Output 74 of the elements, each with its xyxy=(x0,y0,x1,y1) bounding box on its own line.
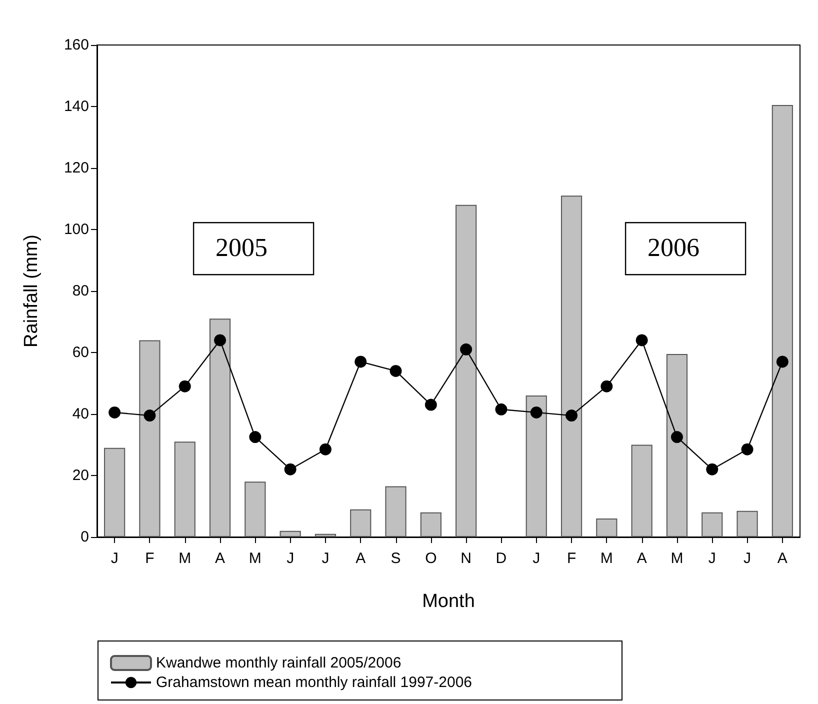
legend-label: Kwandwe monthly rainfall 2005/2006 xyxy=(156,654,402,672)
point xyxy=(741,443,754,456)
bar xyxy=(666,354,688,537)
x-tick-label: M xyxy=(178,550,192,567)
bar xyxy=(420,512,442,537)
x-tick-label: A xyxy=(777,550,788,567)
point xyxy=(178,380,191,392)
point xyxy=(636,334,648,346)
bar xyxy=(385,486,406,537)
point xyxy=(424,398,437,411)
bar xyxy=(104,448,126,537)
x-tick-label: J xyxy=(286,550,294,567)
y-tick-label: 120 xyxy=(64,160,89,176)
x-axis-title: Month xyxy=(422,591,475,612)
x-tick-label: M xyxy=(670,550,684,567)
bar xyxy=(526,396,547,537)
point xyxy=(144,410,156,422)
x-tick-label: F xyxy=(566,550,576,567)
point xyxy=(460,343,472,356)
annotation: 2006 xyxy=(648,233,700,262)
annotation: 2005 xyxy=(216,233,268,262)
x-tick-label: A xyxy=(636,550,647,567)
point xyxy=(390,364,402,377)
bar xyxy=(244,482,266,537)
point xyxy=(319,443,332,456)
y-tick-label: 60 xyxy=(72,344,89,361)
x-tick-label: M xyxy=(600,550,613,567)
bar xyxy=(596,518,618,537)
point xyxy=(284,463,296,476)
bar xyxy=(736,510,758,537)
point xyxy=(566,410,578,422)
x-tick-label: A xyxy=(356,550,366,567)
legend-label: Grahamstown mean monthly rainfall 1997-2006 xyxy=(156,674,472,691)
bar xyxy=(174,442,196,537)
point xyxy=(776,356,788,368)
x-tick-label: J xyxy=(322,550,330,567)
x-tick-label: F xyxy=(145,550,154,567)
bar xyxy=(702,512,723,537)
point xyxy=(495,403,508,416)
x-tick-label: J xyxy=(532,550,540,567)
bar xyxy=(350,509,372,537)
point xyxy=(108,406,121,418)
x-tick-label: J xyxy=(744,550,752,567)
x-tick-label: N xyxy=(460,550,472,567)
point xyxy=(530,406,542,418)
y-tick-label: 100 xyxy=(64,221,89,238)
point xyxy=(354,356,367,368)
x-tick-label: S xyxy=(390,550,401,567)
bar xyxy=(280,530,301,537)
bar xyxy=(560,196,582,537)
bar xyxy=(209,318,231,537)
point xyxy=(249,431,262,444)
y-tick-label: 20 xyxy=(72,467,89,484)
bar xyxy=(456,204,477,537)
point xyxy=(706,463,718,476)
y-tick-label: 40 xyxy=(72,406,89,422)
bar xyxy=(631,444,652,537)
point xyxy=(670,431,683,444)
y-tick-label: 0 xyxy=(80,528,89,546)
y-tick-label: 160 xyxy=(64,36,89,54)
x-tick-label: M xyxy=(248,550,262,567)
point xyxy=(214,334,226,346)
y-tick-label: 80 xyxy=(72,282,89,300)
point xyxy=(600,380,613,392)
bar xyxy=(139,340,160,537)
x-tick-label: O xyxy=(425,550,437,567)
x-tick-label: J xyxy=(110,550,118,567)
y-axis-title: Rainfall (mm) xyxy=(21,234,42,348)
y-tick-label: 140 xyxy=(64,98,89,115)
x-tick-label: A xyxy=(215,550,226,567)
bar xyxy=(772,104,793,537)
x-tick-label: D xyxy=(496,550,507,567)
x-tick-label: J xyxy=(708,550,716,567)
bar xyxy=(314,534,336,537)
